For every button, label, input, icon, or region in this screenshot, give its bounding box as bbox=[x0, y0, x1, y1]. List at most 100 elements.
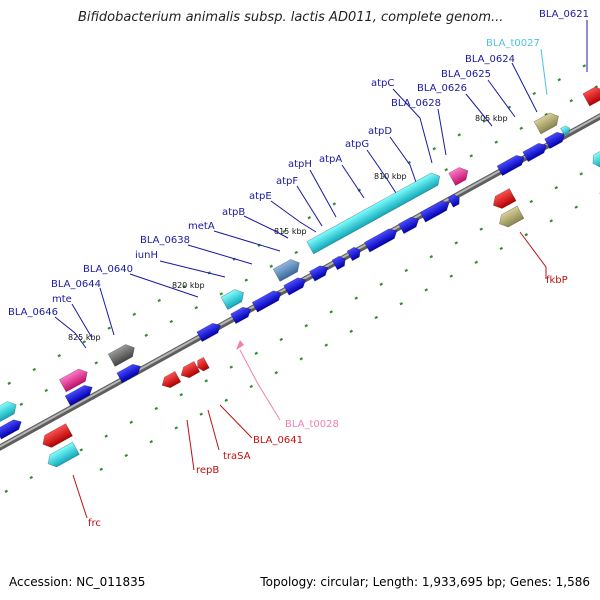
tick-mark bbox=[219, 292, 224, 296]
label-repB: repB bbox=[196, 465, 219, 476]
tick-mark bbox=[199, 412, 204, 416]
tick-mark bbox=[179, 393, 184, 397]
tick-mark bbox=[144, 333, 149, 337]
map-title: Bifidobacterium animalis subsp. lactis A… bbox=[78, 10, 504, 25]
labels-bottom: fkbP BLA_t0028 BLA_0641 traSA repB frc bbox=[88, 275, 568, 529]
leader-lines-bottom bbox=[72, 231, 547, 519]
tick-mark bbox=[132, 312, 137, 316]
tick-mark bbox=[307, 216, 312, 220]
tick-mark bbox=[374, 315, 379, 320]
tick-mark bbox=[494, 140, 499, 144]
trna-BLA_t0028 bbox=[236, 340, 244, 350]
gene-forward-12 bbox=[419, 200, 450, 223]
gene-forward-1 bbox=[64, 384, 93, 406]
gene-forward-8 bbox=[331, 255, 346, 271]
tick-mark bbox=[279, 337, 284, 342]
tick-mark bbox=[174, 426, 179, 430]
gene-forward-14 bbox=[496, 154, 525, 176]
labels-top: BLA_0621 BLA_t0027 BLA_0624 BLA_0625 BLA… bbox=[8, 9, 589, 318]
gene-red-edge bbox=[582, 86, 600, 107]
gene-cyan-BLA_0640 bbox=[220, 289, 244, 310]
tick-mark bbox=[204, 379, 209, 383]
tick-mark bbox=[169, 319, 174, 324]
label-BLA_0641: BLA_0641 bbox=[253, 435, 303, 446]
tick-mark bbox=[579, 172, 584, 176]
tick-mark bbox=[99, 467, 104, 471]
tick-mark bbox=[404, 268, 409, 273]
tick-track-reverse-outer bbox=[99, 192, 600, 471]
scale-labels: 805 kbp 810 kbp 815 kbp 820 kbp 825 kbp bbox=[68, 114, 508, 342]
gene-forward-13 bbox=[447, 194, 460, 208]
gene-khaki-BLA_0624 bbox=[533, 112, 559, 135]
tick-mark bbox=[157, 298, 162, 303]
gene-red-traSA bbox=[180, 360, 201, 379]
label-metA: metA bbox=[188, 221, 215, 232]
label-atpG: atpG bbox=[345, 139, 369, 150]
tick-mark bbox=[7, 381, 12, 385]
tick-mark bbox=[544, 112, 549, 117]
label-traSA: traSA bbox=[223, 451, 251, 462]
gene-cyan-edge bbox=[0, 401, 17, 426]
gene-forward-10 bbox=[364, 228, 398, 253]
gene-pink-atpC bbox=[448, 167, 469, 186]
gene-forward-5 bbox=[251, 290, 282, 313]
gene-forward-4 bbox=[230, 306, 252, 325]
tick-mark bbox=[469, 154, 474, 158]
label-iunH: iunH bbox=[135, 250, 158, 261]
tick-mark bbox=[82, 340, 87, 344]
label-BLA_0625: BLA_0625 bbox=[441, 69, 491, 80]
tick-mark bbox=[294, 250, 299, 255]
label-atpE: atpE bbox=[249, 191, 272, 202]
gene-forward-small bbox=[560, 125, 570, 136]
gene-pink-mte bbox=[58, 368, 88, 393]
tick-mark bbox=[349, 329, 354, 333]
tick-mark bbox=[329, 310, 334, 314]
tick-mark bbox=[449, 274, 454, 278]
tick-mark bbox=[44, 388, 49, 393]
tick-mark bbox=[4, 489, 9, 493]
gene-forward-11 bbox=[398, 216, 420, 235]
tick-mark bbox=[479, 227, 484, 231]
gene-cyan-frc bbox=[47, 441, 80, 468]
label-frc: frc bbox=[88, 518, 101, 529]
tick-mark bbox=[224, 398, 229, 402]
tick-mark bbox=[519, 126, 524, 130]
gene-khaki-fkbP bbox=[499, 205, 525, 228]
gene-red-frc-top bbox=[42, 423, 73, 448]
tick-mark bbox=[324, 343, 329, 347]
gene-steel-iunH bbox=[272, 259, 300, 282]
tick-mark bbox=[254, 351, 259, 355]
tick-mark bbox=[79, 448, 84, 452]
label-mte: mte bbox=[52, 294, 72, 305]
label-BLA_0638: BLA_0638 bbox=[140, 235, 190, 246]
tick-mark bbox=[424, 288, 429, 292]
label-atpB: atpB bbox=[222, 207, 245, 218]
gene-red-fkbP bbox=[493, 188, 517, 209]
label-BLA_0628: BLA_0628 bbox=[391, 98, 441, 109]
tick-mark bbox=[94, 361, 99, 365]
gene-forward-16 bbox=[544, 131, 566, 150]
gene-forward-0 bbox=[0, 419, 22, 440]
tick-mark bbox=[194, 306, 199, 310]
gene-forward-2 bbox=[116, 363, 141, 384]
tick-mark bbox=[549, 219, 554, 223]
gene-gray-BLA_0644 bbox=[107, 344, 135, 367]
tick-mark bbox=[104, 434, 109, 438]
gene-forward-3 bbox=[196, 322, 221, 343]
tick-mark bbox=[249, 384, 254, 389]
tick-mark bbox=[299, 357, 304, 361]
scale-825: 825 kbp bbox=[68, 333, 101, 342]
tick-mark bbox=[129, 420, 134, 424]
label-atpA: atpA bbox=[319, 154, 342, 165]
gene-cyan-atp-operon bbox=[306, 172, 441, 255]
tick-mark bbox=[229, 365, 234, 369]
tick-mark bbox=[332, 202, 337, 206]
tick-mark bbox=[457, 133, 462, 137]
gene-forward-7 bbox=[309, 265, 329, 282]
tick-mark bbox=[124, 453, 129, 458]
tick-mark bbox=[554, 186, 559, 190]
tick-mark bbox=[474, 260, 479, 264]
label-fkbP: fkbP bbox=[546, 275, 568, 286]
scale-805: 805 kbp bbox=[475, 114, 508, 123]
tick-mark bbox=[454, 241, 459, 245]
